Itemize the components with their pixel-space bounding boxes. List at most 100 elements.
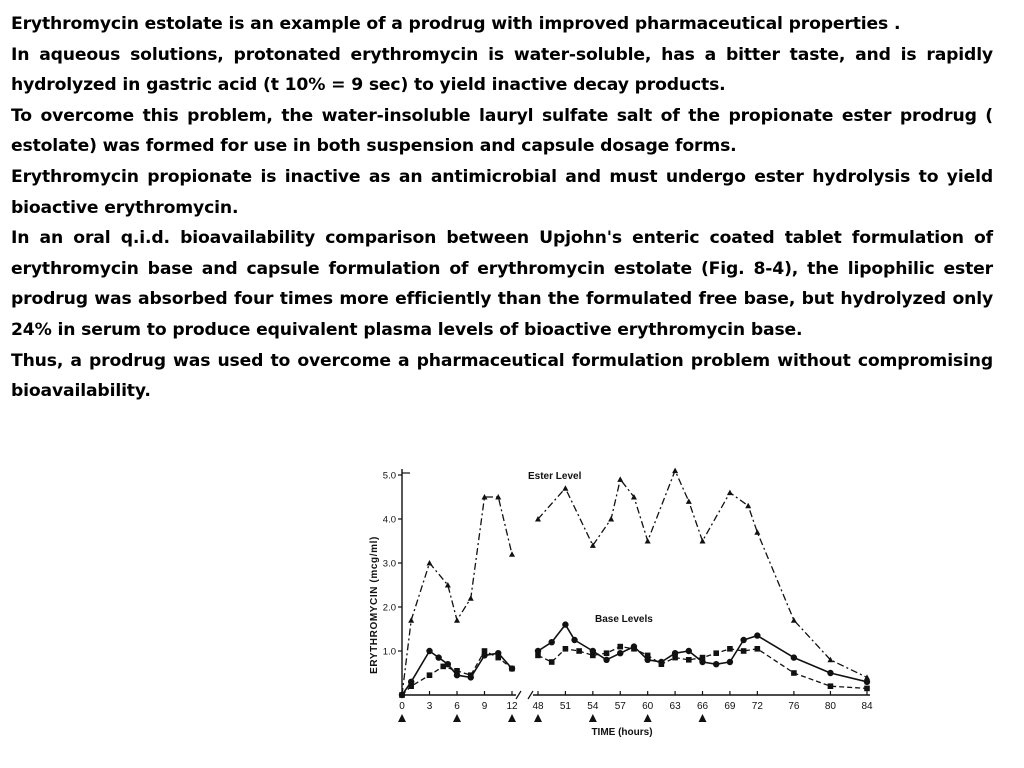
dose-marker-triangle (534, 714, 542, 722)
data-point (399, 692, 405, 698)
data-point (576, 648, 582, 654)
dose-marker-triangle (588, 714, 597, 722)
data-point (827, 669, 834, 677)
x-tick-label: 48 (532, 701, 544, 712)
data-point (534, 647, 542, 655)
x-tick-label: 57 (615, 701, 627, 712)
x-tick-label: 80 (825, 701, 837, 712)
data-point (495, 654, 502, 661)
data-point (754, 646, 761, 652)
data-point (444, 661, 452, 668)
data-point (754, 529, 761, 535)
data-point (685, 657, 692, 663)
paragraph-4: Erythromycin propionate is inactive as a… (11, 166, 993, 218)
data-point (608, 516, 615, 522)
data-point (548, 639, 555, 646)
data-point (467, 672, 474, 678)
data-point (509, 665, 515, 672)
x-axis-break-mark (515, 690, 522, 700)
data-point (571, 636, 578, 644)
paragraph-1: Erythromycin estolate is an example of a… (11, 14, 901, 34)
data-point (454, 668, 460, 674)
paragraph-2: In aqueous solutions, protonated erythro… (11, 44, 993, 96)
chart-axes: 1.02.03.04.05.00 3 6 9 12 48 51 54 57 60 63 66 69 72 7… (383, 469, 873, 722)
data-point (754, 632, 761, 639)
dose-marker-triangle (453, 714, 461, 722)
slide-text: Erythromycin estolate is an example of a… (11, 9, 993, 407)
paragraph-3: To overcome this problem, the water-inso… (11, 105, 993, 157)
data-point (726, 658, 734, 666)
erythromycin-chart: 1.0 2.0 3.0 4.0 5.0 0 3 6 9 12 48 51 54 57 60 63 66 69 72 7… (350, 455, 890, 755)
data-point (713, 650, 720, 656)
data-point (864, 674, 870, 680)
data-point (562, 646, 569, 652)
x-tick-label: 72 (752, 701, 764, 712)
x-tick-label: 76 (788, 701, 800, 712)
data-point (713, 661, 720, 668)
data-point (644, 538, 651, 544)
data-point (617, 643, 624, 650)
data-point (864, 685, 870, 692)
data-point (535, 516, 541, 522)
series-line-dash-dot (401, 496, 513, 696)
data-point (617, 476, 624, 482)
data-point (426, 647, 433, 655)
y-tick-label: 3.0 (383, 559, 396, 570)
data-point (644, 652, 651, 659)
chart-series (398, 467, 871, 699)
y-tick-label: 2.0 (383, 603, 396, 614)
y-axis-label: ERYTHROMYCIN (mcg/ml) (369, 536, 380, 674)
data-point (740, 636, 747, 644)
data-point (408, 683, 414, 689)
data-point (699, 538, 706, 544)
data-point (630, 494, 637, 500)
x-tick-label: 54 (587, 701, 599, 712)
data-point (603, 656, 610, 663)
base-levels-annotation: Base Levels (595, 614, 653, 625)
data-point (727, 646, 733, 652)
data-point (435, 654, 442, 661)
data-point (827, 656, 834, 663)
data-point (589, 542, 596, 548)
series-line-dash-dot (537, 469, 868, 678)
paragraph-6: Thus, a prodrug was used to overcome a p… (11, 350, 993, 402)
data-point (454, 617, 460, 623)
dose-marker-triangle (698, 714, 707, 722)
x-tick-label: 84 (861, 701, 873, 712)
data-point (440, 663, 447, 670)
data-point (590, 652, 596, 659)
x-tick-label: 9 (482, 701, 488, 712)
data-point (408, 617, 415, 623)
data-point (726, 489, 733, 496)
x-axis-break-mark (527, 690, 534, 700)
paragraph-5: In an oral q.i.d. bioavailability compar… (11, 228, 993, 340)
chart-svg: 1.02.03.04.05.00 3 6 9 12 48 51 54 57 60 63 66 69 72 7… (369, 467, 873, 738)
dose-marker-triangle (508, 714, 516, 722)
x-tick-label: 51 (560, 701, 572, 712)
data-point (535, 652, 541, 659)
data-point (603, 650, 610, 656)
data-point (481, 648, 488, 654)
x-tick-label: 6 (454, 701, 460, 712)
x-axis-label: TIME (hours) (591, 727, 652, 738)
y-tick-label: 5.0 (383, 471, 396, 482)
x-tick-label: 60 (642, 701, 654, 712)
ester-level-annotation: Ester Level (528, 471, 582, 482)
data-point (790, 617, 797, 623)
data-point (658, 661, 665, 667)
dose-marker-triangle (398, 714, 406, 722)
data-point (426, 560, 433, 566)
data-point (467, 595, 474, 601)
data-point (562, 485, 569, 491)
data-point (481, 494, 488, 500)
x-tick-label: 12 (506, 701, 518, 712)
data-point (790, 654, 798, 661)
x-tick-label: 63 (670, 701, 682, 712)
data-point (672, 654, 678, 661)
data-point (509, 551, 515, 557)
data-point (827, 683, 834, 689)
data-point (444, 582, 451, 588)
data-point (863, 678, 871, 685)
x-tick-label: 69 (724, 701, 736, 712)
data-point (699, 654, 706, 661)
